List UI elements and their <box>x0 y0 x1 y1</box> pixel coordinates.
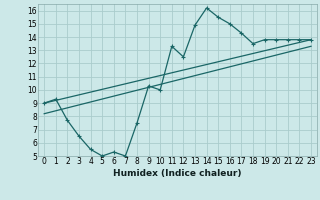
X-axis label: Humidex (Indice chaleur): Humidex (Indice chaleur) <box>113 169 242 178</box>
